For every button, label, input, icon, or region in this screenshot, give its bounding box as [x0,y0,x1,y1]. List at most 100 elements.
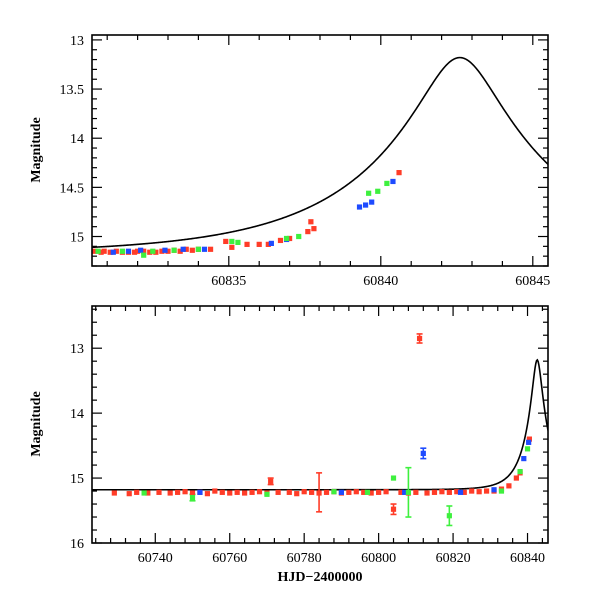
bottom-data-point [234,489,240,495]
top-data-point [135,248,141,254]
top-plot-frame [91,34,549,267]
top-data-point [141,248,147,254]
top-data-point [162,247,168,253]
top-data-point [159,248,165,254]
bottom-data-point [275,489,281,495]
bottom-data-point [390,506,397,512]
top-data-point [183,246,189,252]
top-data-point [308,219,314,225]
top-y-tick-label: 14.5 [60,181,85,196]
bottom-data-point [446,489,452,495]
top-data-point [189,247,195,253]
bottom-data-point [491,487,497,493]
top-data-point [153,249,159,255]
top-data-point [229,238,235,245]
bottom-data-point [126,491,132,497]
bottom-model-curve [92,358,548,491]
bottom-data-point [416,335,423,342]
bottom-data-point [383,489,389,495]
bottom-data-point [189,494,196,501]
top-data-point [366,190,372,196]
bottom-y-tick-label: 14 [70,407,84,422]
bottom-data-point [461,489,467,495]
top-data-point [235,239,241,246]
top-data-point [110,249,116,255]
top-data-point [165,248,171,254]
top-data-point [369,199,375,205]
top-data-point [277,237,284,244]
bottom-data-point [517,468,523,475]
bottom-data-point [368,490,374,496]
top-data-point [150,248,156,254]
bottom-data-point [431,489,438,495]
top-y-tick-label: 13.5 [60,83,85,98]
bottom-data-point [353,489,359,495]
top-data-point [265,241,271,247]
top-data-point [390,178,396,185]
bottom-data-point [111,490,117,496]
bottom-data-point [524,446,531,452]
bottom-x-tick-label: 60740 [138,551,173,566]
bottom-data-point [316,490,322,496]
bottom-y-tick-label: 13 [70,342,84,357]
bottom-data-point [167,490,173,496]
top-x-tick-label: 60840 [363,274,398,289]
top-panel: 60835 60840 60845 13 13.5 14 14.5 15 Magnitude [29,34,550,289]
top-data-point [195,246,201,252]
bottom-data-point [413,489,419,495]
bottom-data-point [521,455,527,462]
bottom-panel: 60740 60760 60780 60800 60820 60840 13 14 15 16 Ma… [29,305,549,585]
top-data-point [177,248,183,254]
bottom-data-point [390,475,397,481]
top-data-point [207,246,214,252]
top-data-point [311,226,317,232]
top-data-point [268,240,274,246]
top-data-point [107,249,113,255]
bottom-x-tick-label: 60840 [510,551,545,566]
bottom-data-point [141,490,147,496]
top-data-point [113,248,119,254]
top-model-curve [92,56,548,249]
top-data-point [201,246,208,252]
bottom-data-point [398,489,404,495]
top-y-tick-label: 14 [70,132,84,147]
bottom-data-point [309,489,315,495]
bottom-data-point [145,490,151,496]
top-y-tick-label: 13 [70,34,84,49]
top-data-point [101,248,107,254]
bottom-data-point [469,488,475,494]
top-x-tick-label: 60845 [515,274,550,289]
top-data-point [141,252,147,258]
bottom-data-point [424,490,430,496]
bottom-data-point [197,489,203,495]
bottom-data-point [454,489,460,495]
bottom-data-point [212,488,218,494]
bottom-data-point [204,491,210,497]
bottom-y-axis-title: Magnitude [29,391,44,456]
bottom-data-point [483,488,490,494]
bottom-data-point [513,475,519,481]
top-data-point [119,248,125,254]
bottom-data-point [256,489,263,495]
bottom-data-point [134,489,140,495]
bottom-data-point [301,489,307,495]
bottom-data-point [346,489,352,495]
top-data-point [131,249,138,255]
top-data-point [363,202,369,208]
top-y-axis-title: Magnitude [29,117,44,182]
top-y-tick-label: 15 [70,231,84,246]
top-data-point [384,180,390,187]
top-data-point [375,188,381,194]
bottom-data-point [439,489,445,495]
top-data-point [396,170,402,176]
top-data-point [147,249,153,255]
top-data-point [283,235,290,242]
top-data-point [256,241,262,247]
top-data-point [125,248,132,254]
top-data-point [296,233,302,240]
top-data-point [223,238,229,245]
top-data-point [92,248,98,254]
bottom-data-point [506,483,512,489]
